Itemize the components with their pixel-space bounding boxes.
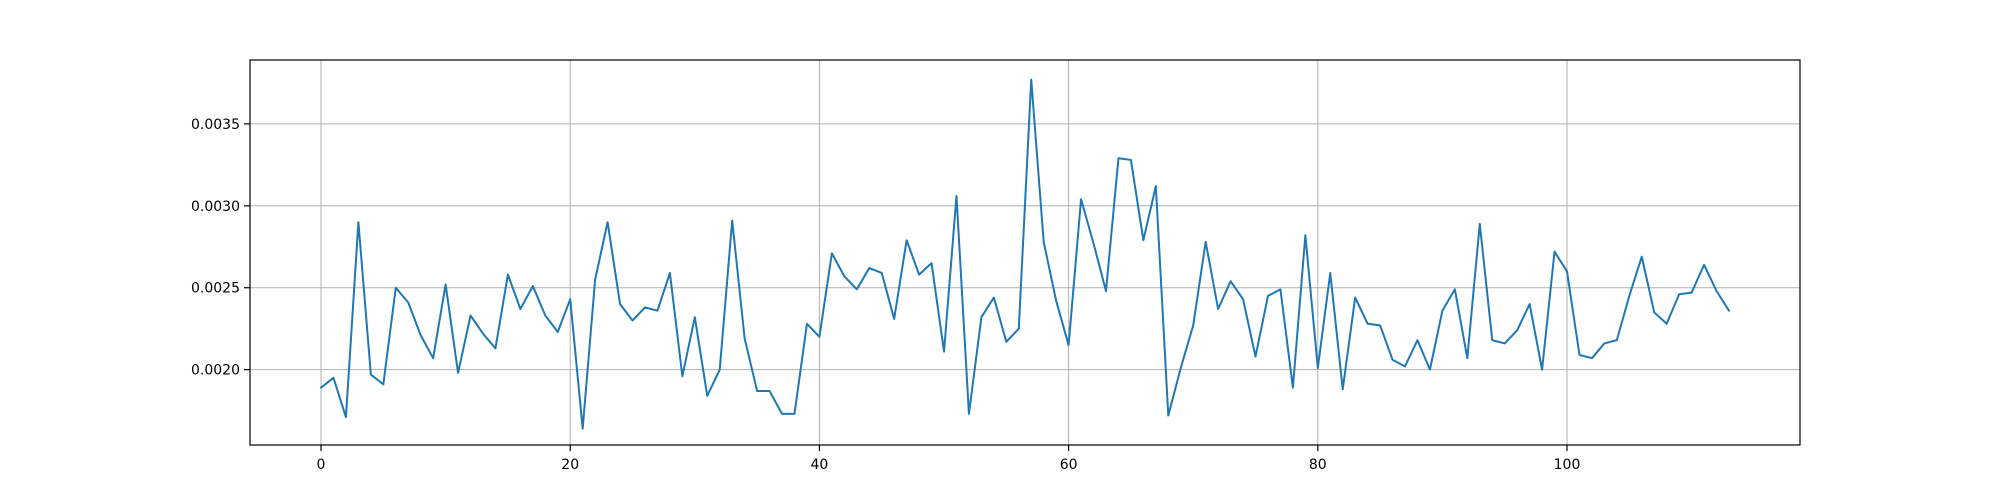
y-tick-label: 0.0020 <box>191 363 240 379</box>
grid-layer <box>250 60 1800 445</box>
tick-layer: 0 20 40 60 80 100 0.0020 0.0025 0.0030 0.0035 <box>191 117 1580 473</box>
series-layer <box>320 78 1730 430</box>
x-tick-label: 20 <box>561 457 579 473</box>
y-tick-label: 0.0030 <box>191 199 240 215</box>
x-tick-label: 60 <box>1060 457 1078 473</box>
x-tick-label: 40 <box>810 457 828 473</box>
series-line <box>320 78 1730 430</box>
plot-frame <box>249 59 1801 446</box>
x-tick-label: 80 <box>1309 457 1327 473</box>
y-tick-label: 0.0035 <box>191 117 240 133</box>
x-tick-label: 0 <box>317 457 326 473</box>
y-tick-label: 0.0025 <box>191 281 240 297</box>
x-tick-label: 100 <box>1554 457 1581 473</box>
